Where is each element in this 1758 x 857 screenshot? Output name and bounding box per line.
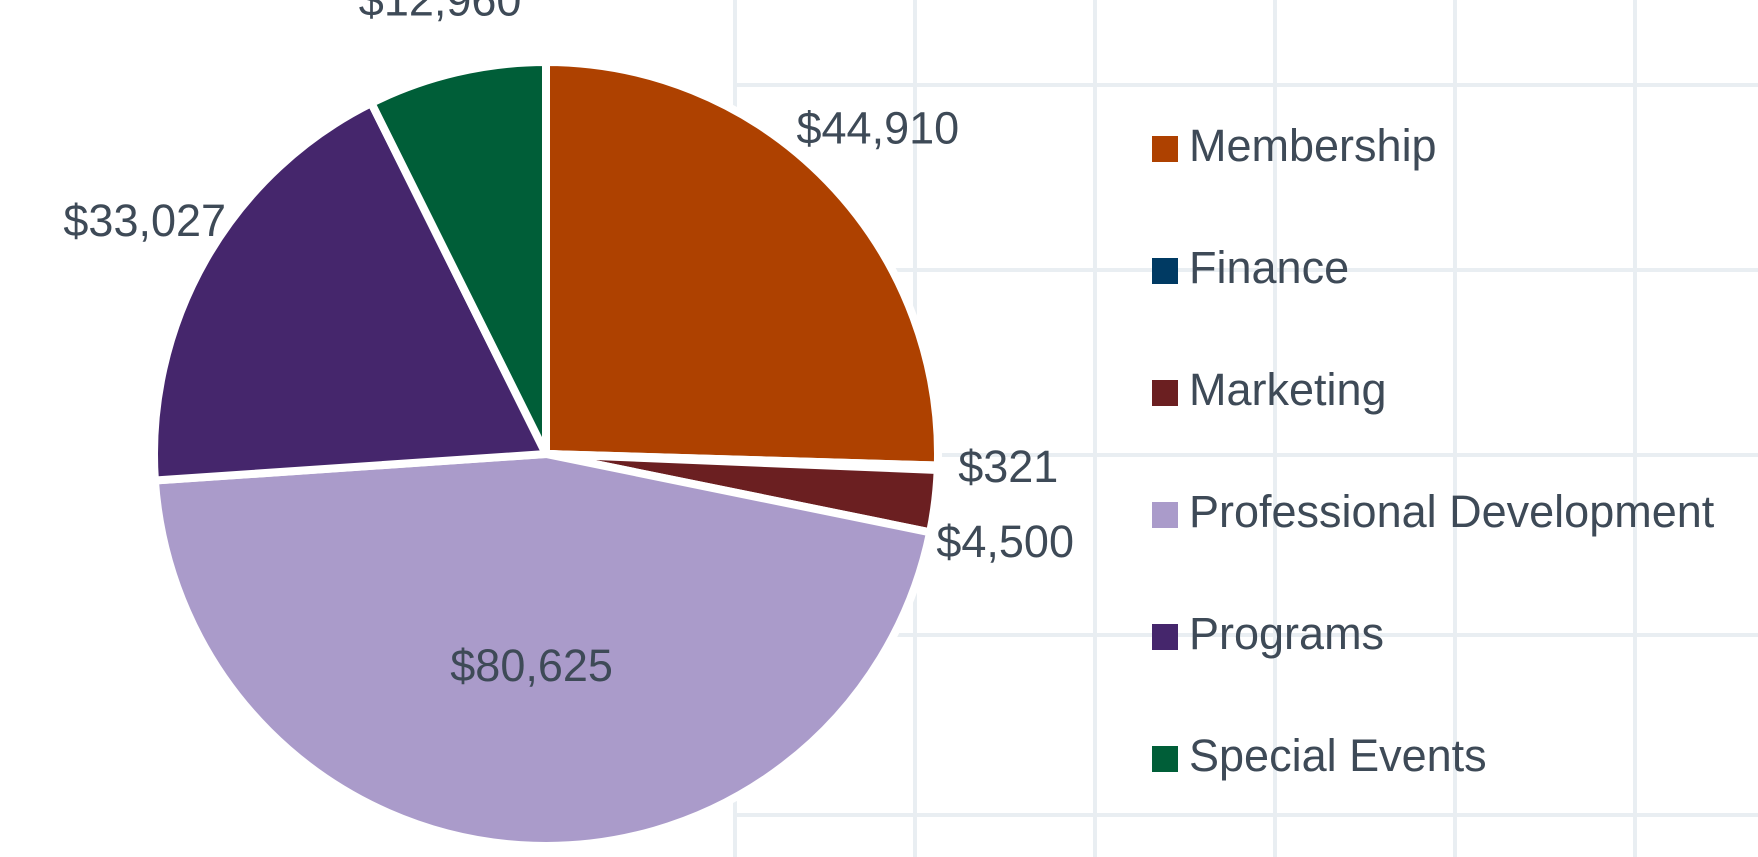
legend-swatch [1152, 624, 1178, 650]
legend-label: Special Events [1189, 730, 1487, 781]
legend-label: Programs [1189, 608, 1384, 659]
background-grid [733, 0, 1758, 857]
legend-swatch [1152, 502, 1178, 528]
legend-swatch [1152, 258, 1178, 284]
legend-label: Marketing [1189, 364, 1387, 415]
legend-swatch [1152, 746, 1178, 772]
legend-label: Membership [1189, 120, 1437, 171]
pie-slice [150, 97, 553, 485]
legend-label: Finance [1189, 242, 1349, 293]
data-label: $12,960 [359, 0, 522, 26]
legend-swatch [1152, 136, 1178, 162]
data-label: $80,625 [450, 640, 613, 691]
data-label: $321 [958, 441, 1058, 492]
legend-label: Professional Development [1189, 486, 1715, 537]
data-label: $4,500 [936, 516, 1074, 567]
pie-slice [150, 449, 935, 850]
legend-swatch [1152, 380, 1178, 406]
data-label: $44,910 [797, 103, 960, 154]
pie-slice [542, 57, 942, 470]
pie-slice [365, 57, 550, 456]
data-label: $33,027 [63, 195, 226, 246]
